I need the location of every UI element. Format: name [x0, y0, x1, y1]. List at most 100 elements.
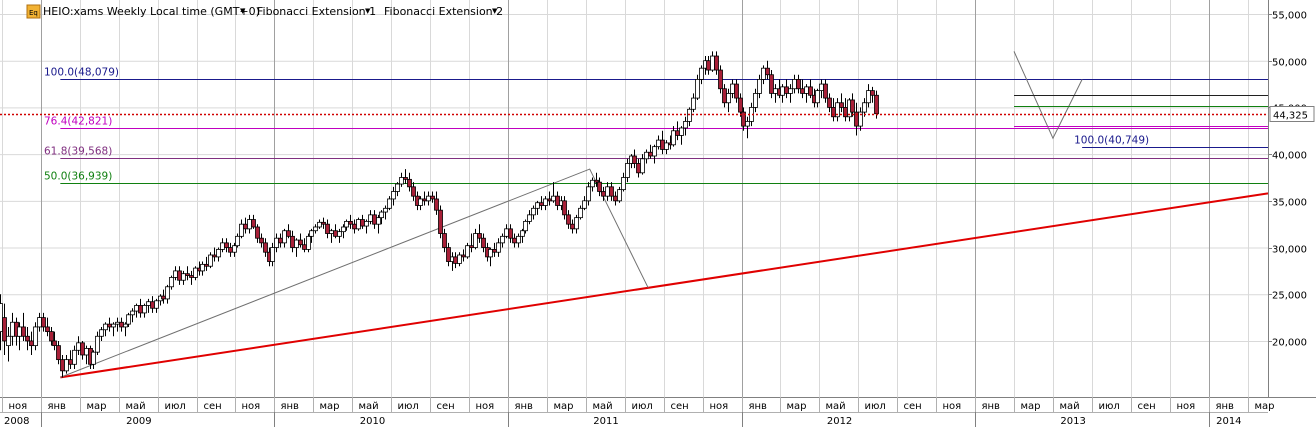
- candle-body[interactable]: [239, 223, 244, 237]
- candle-body[interactable]: [282, 230, 287, 244]
- candle-body[interactable]: [551, 195, 556, 202]
- candle-body[interactable]: [792, 79, 797, 90]
- candle-body[interactable]: [290, 235, 295, 248]
- fib-1-dropdown-icon[interactable]: ▼: [365, 7, 371, 15]
- candle-body[interactable]: [535, 202, 540, 209]
- candle-body[interactable]: [730, 83, 735, 94]
- candle-body[interactable]: [582, 200, 587, 209]
- candle-body[interactable]: [839, 102, 844, 108]
- candle-body[interactable]: [644, 151, 649, 160]
- candle-body[interactable]: [387, 198, 392, 209]
- candle-body[interactable]: [570, 223, 575, 230]
- candle-body[interactable]: [504, 228, 509, 237]
- candle-body[interactable]: [562, 200, 567, 216]
- candle-body[interactable]: [520, 230, 525, 237]
- candle-body[interactable]: [200, 263, 205, 272]
- candle-body[interactable]: [741, 111, 746, 127]
- candle-body[interactable]: [800, 88, 805, 94]
- candle-body[interactable]: [745, 121, 750, 127]
- candle-body[interactable]: [220, 242, 225, 250]
- candle-body[interactable]: [469, 245, 474, 248]
- candle-body[interactable]: [306, 235, 311, 250]
- candle-body[interactable]: [527, 214, 532, 222]
- candle-body[interactable]: [72, 349, 77, 365]
- candle-body[interactable]: [360, 219, 365, 227]
- candle-body[interactable]: [41, 317, 46, 328]
- candle-body[interactable]: [512, 237, 517, 244]
- candle-body[interactable]: [177, 270, 182, 281]
- candle-body[interactable]: [37, 317, 42, 328]
- candle-body[interactable]: [119, 321, 124, 328]
- candle-body[interactable]: [21, 326, 26, 337]
- candle-body[interactable]: [84, 348, 89, 356]
- candle-body[interactable]: [364, 220, 369, 227]
- candle-body[interactable]: [586, 186, 591, 202]
- candle-body[interactable]: [309, 230, 314, 237]
- candle-body[interactable]: [710, 55, 715, 71]
- candle-body[interactable]: [255, 226, 260, 239]
- candle-body[interactable]: [407, 178, 412, 188]
- candle-body[interactable]: [60, 359, 65, 372]
- candle-body[interactable]: [352, 223, 357, 230]
- candle-body[interactable]: [17, 326, 22, 337]
- candle-body[interactable]: [259, 237, 264, 244]
- candle-body[interactable]: [99, 329, 104, 337]
- candle-body[interactable]: [866, 90, 871, 104]
- candle-body[interactable]: [10, 321, 15, 337]
- candle-body[interactable]: [76, 342, 81, 351]
- candle-body[interactable]: [590, 179, 595, 188]
- candle-body[interactable]: [500, 235, 505, 244]
- candle-body[interactable]: [508, 228, 513, 239]
- candle-body[interactable]: [341, 226, 346, 233]
- candle-body[interactable]: [103, 323, 108, 331]
- candle-body[interactable]: [815, 90, 820, 104]
- candle-body[interactable]: [465, 245, 470, 258]
- candle-body[interactable]: [368, 214, 373, 222]
- candle-body[interactable]: [605, 186, 610, 197]
- candle-body[interactable]: [831, 107, 836, 118]
- candle-body[interactable]: [263, 242, 268, 253]
- candle-body[interactable]: [765, 67, 770, 76]
- candle-body[interactable]: [150, 301, 155, 309]
- candle-body[interactable]: [574, 217, 579, 230]
- fib-extension-1-label[interactable]: Fibonacci Extension 1: [257, 5, 376, 18]
- candle-body[interactable]: [446, 247, 451, 262]
- candle-body[interactable]: [780, 86, 785, 96]
- candle-body[interactable]: [671, 130, 676, 146]
- candle-body[interactable]: [333, 230, 338, 237]
- candle-body[interactable]: [130, 310, 135, 316]
- candle-body[interactable]: [862, 102, 867, 113]
- candle-body[interactable]: [418, 198, 423, 206]
- candle-body[interactable]: [835, 102, 840, 118]
- candle-body[interactable]: [286, 230, 291, 237]
- candle-body[interactable]: [726, 93, 731, 104]
- candle-body[interactable]: [189, 275, 194, 278]
- candle-body[interactable]: [278, 237, 283, 244]
- candle-body[interactable]: [138, 305, 143, 314]
- candle-body[interactable]: [399, 177, 404, 185]
- candle-body[interactable]: [123, 323, 128, 328]
- candle-body[interactable]: [706, 60, 711, 71]
- candle-body[interactable]: [45, 326, 50, 333]
- candle-body[interactable]: [819, 83, 824, 92]
- candle-body[interactable]: [609, 186, 614, 197]
- candle-body[interactable]: [126, 314, 131, 325]
- candle-body[interactable]: [169, 277, 174, 288]
- candle-body[interactable]: [68, 359, 73, 365]
- candle-body[interactable]: [691, 97, 696, 110]
- candle-body[interactable]: [617, 189, 622, 202]
- candle-body[interactable]: [808, 86, 813, 96]
- candle-body[interactable]: [185, 273, 190, 276]
- candle-body[interactable]: [738, 97, 743, 113]
- candle-body[interactable]: [827, 97, 832, 108]
- support-trendline[interactable]: [60, 192, 1269, 379]
- candle-body[interactable]: [473, 233, 478, 248]
- candle-body[interactable]: [247, 219, 252, 230]
- candle-body[interactable]: [115, 321, 120, 325]
- candle-body[interactable]: [251, 219, 256, 228]
- candle-body[interactable]: [298, 239, 303, 246]
- candle-body[interactable]: [664, 142, 669, 150]
- candle-body[interactable]: [796, 79, 801, 90]
- candle-body[interactable]: [372, 214, 377, 225]
- candle-body[interactable]: [734, 83, 739, 99]
